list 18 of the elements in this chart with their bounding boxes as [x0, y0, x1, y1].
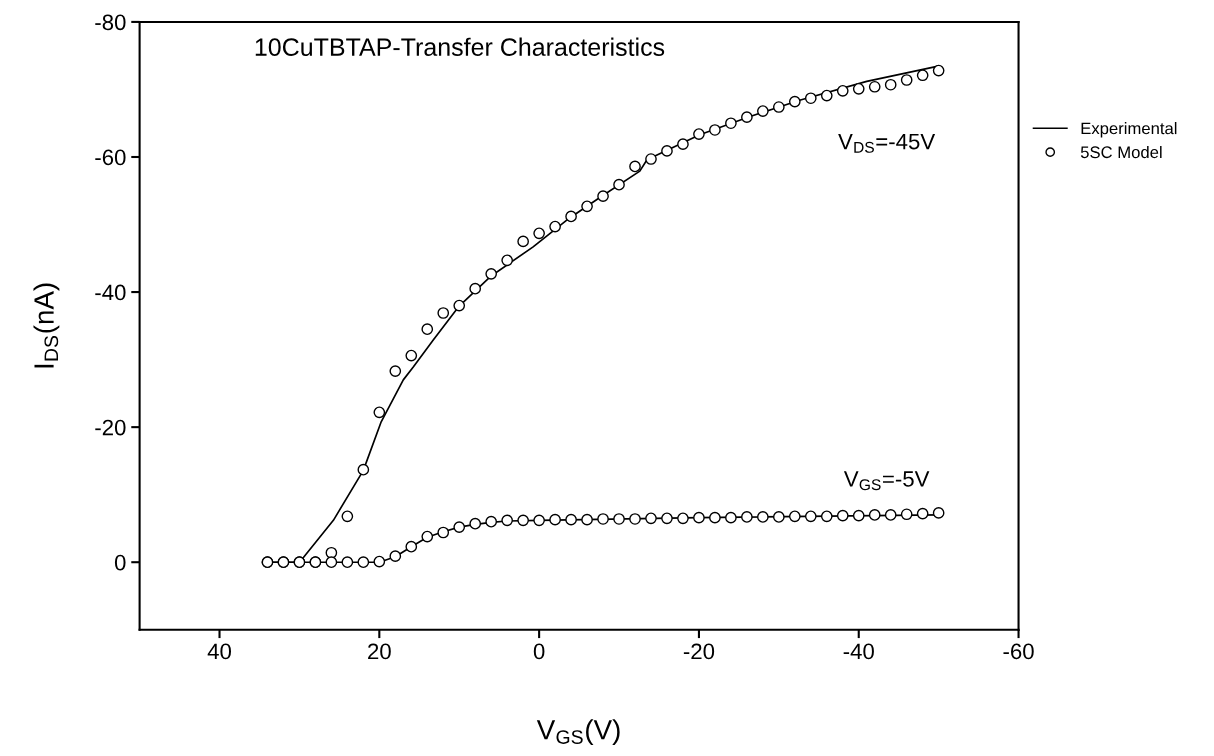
x-tick-label: 20	[368, 643, 391, 660]
y-tick-label: -40	[95, 284, 126, 301]
x-tick-label: -40	[843, 643, 874, 660]
annotation: V$_{DS}$=-45V	[838, 133, 936, 153]
y-tick-label: -60	[95, 149, 126, 166]
x-axis-title: V$_{GS}$(V)	[536, 719, 620, 746]
y-tick-label: -80	[95, 14, 126, 31]
x-tick-label: 0	[533, 643, 545, 660]
x-tick-label: 40	[207, 643, 231, 660]
annotation: V$_{GS}$=-5V	[843, 471, 930, 491]
legend-label: Experimental	[1081, 122, 1177, 138]
x-tick-label: -60	[1003, 643, 1034, 660]
y-tick-label: 0	[114, 554, 126, 571]
chart-title: 10CuTBTAP-Transfer Characteristics	[255, 37, 665, 56]
x-tick-label: -20	[683, 643, 715, 660]
legend-label: 5SC Model	[1080, 145, 1162, 159]
y-tick-label: -20	[95, 419, 126, 436]
y-axis-title: I$_{DS}$(nA)	[33, 283, 60, 368]
